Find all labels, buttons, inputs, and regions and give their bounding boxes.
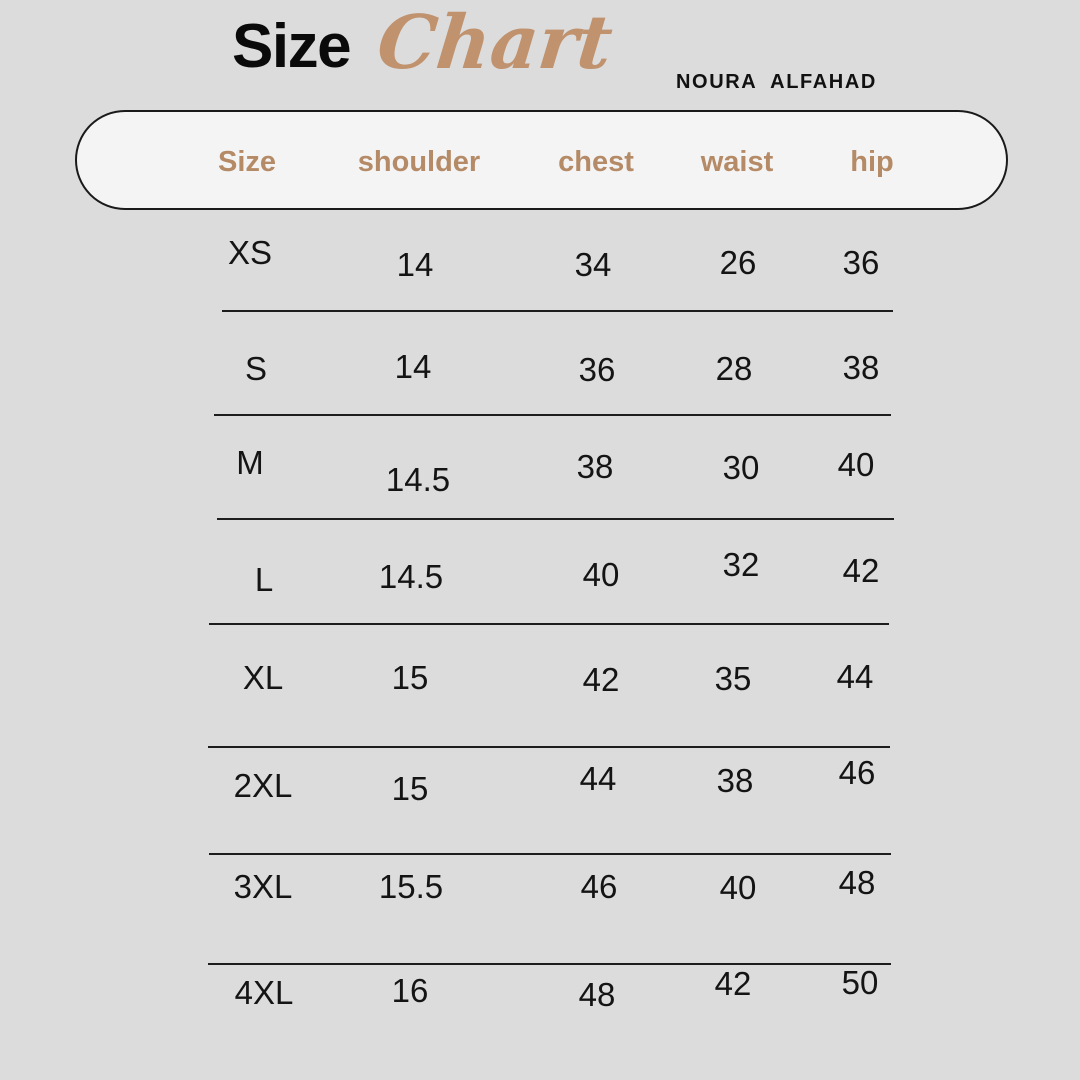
- column-header-waist: waist: [700, 146, 774, 178]
- table-row: 4XL 16 48 42 50: [0, 938, 1080, 1042]
- table-row: 2XL 15 44 38 46: [0, 730, 1080, 834]
- table-header-labels: Size shoulder chest waist hip: [77, 112, 1010, 212]
- cell-3xl-hip: 48: [838, 864, 876, 901]
- cell-3xl-shoulder: 15.5: [378, 868, 444, 905]
- row-separator: [208, 746, 890, 748]
- column-header-chest: chest: [558, 146, 634, 178]
- row-separator: [222, 310, 893, 312]
- cell-xl-waist: 35: [714, 660, 752, 697]
- cell-2xl-chest: 44: [579, 760, 617, 797]
- cell-l-waist: 32: [722, 546, 760, 583]
- cell-xs-hip: 36: [842, 244, 880, 281]
- size-chart-table-body: XS 14 34 26 36 S 14 36 28 38 M 14.5 38 30 40 L 14.5 40 32 4…: [0, 210, 1080, 1080]
- cell-4xl-shoulder: 16: [391, 972, 429, 1009]
- cell-3xl-chest: 46: [580, 868, 618, 905]
- cell-4xl-waist: 42: [714, 965, 752, 1002]
- column-header-size: Size: [217, 146, 277, 178]
- cell-s-chest: 36: [578, 351, 616, 388]
- cell-4xl-chest: 48: [578, 976, 616, 1013]
- cell-4xl-hip: 50: [841, 964, 879, 1001]
- table-row: S 14 36 28 38: [0, 314, 1080, 418]
- page-title-chart: Chart: [373, 0, 617, 86]
- cell-s-waist: 28: [715, 350, 753, 387]
- cell-s-size: S: [244, 350, 268, 387]
- cell-2xl-hip: 46: [838, 754, 876, 791]
- cell-s-shoulder: 14: [394, 348, 432, 385]
- cell-xs-waist: 26: [719, 244, 757, 281]
- cell-3xl-size: 3XL: [233, 868, 293, 905]
- table-row: XS 14 34 26 36: [0, 210, 1080, 314]
- row-separator: [209, 853, 891, 855]
- cell-xl-shoulder: 15: [391, 659, 429, 696]
- cell-xs-chest: 34: [574, 246, 612, 283]
- page-title-size: Size: [232, 12, 352, 81]
- cell-2xl-shoulder: 15: [391, 770, 429, 807]
- cell-3xl-waist: 40: [719, 869, 757, 906]
- row-separator: [208, 963, 891, 965]
- cell-4xl-size: 4XL: [234, 974, 294, 1011]
- cell-2xl-waist: 38: [716, 762, 754, 799]
- cell-xl-chest: 42: [582, 661, 620, 698]
- cell-l-chest: 40: [582, 556, 620, 593]
- cell-xl-size: XL: [242, 659, 284, 696]
- row-separator: [214, 414, 891, 416]
- cell-m-hip: 40: [837, 446, 875, 483]
- cell-l-size: L: [254, 561, 274, 598]
- title-row: Size Chart NOURA ALFAHAD: [0, 0, 1080, 108]
- row-separator: [217, 518, 894, 520]
- table-row: M 14.5 38 30 40: [0, 418, 1080, 522]
- table-row: XL 15 42 35 44: [0, 626, 1080, 730]
- table-row: L 14.5 40 32 42: [0, 522, 1080, 626]
- brand-name: NOURA ALFAHAD: [676, 71, 877, 93]
- cell-m-waist: 30: [722, 449, 760, 486]
- cell-xs-size: XS: [227, 234, 273, 271]
- column-header-shoulder: shoulder: [357, 146, 481, 178]
- cell-l-shoulder: 14.5: [378, 558, 444, 595]
- row-separator: [209, 623, 889, 625]
- cell-s-hip: 38: [842, 349, 880, 386]
- cell-l-hip: 42: [842, 552, 880, 589]
- cell-xl-hip: 44: [836, 658, 874, 695]
- column-header-hip: hip: [850, 146, 894, 178]
- table-row: 3XL 15.5 46 40 48: [0, 834, 1080, 938]
- cell-m-chest: 38: [576, 448, 614, 485]
- cell-m-size: M: [236, 444, 264, 481]
- cell-2xl-size: 2XL: [233, 767, 293, 804]
- table-header-pill: Size shoulder chest waist hip: [75, 110, 1008, 210]
- cell-xs-shoulder: 14: [396, 246, 434, 283]
- cell-m-shoulder: 14.5: [385, 461, 451, 498]
